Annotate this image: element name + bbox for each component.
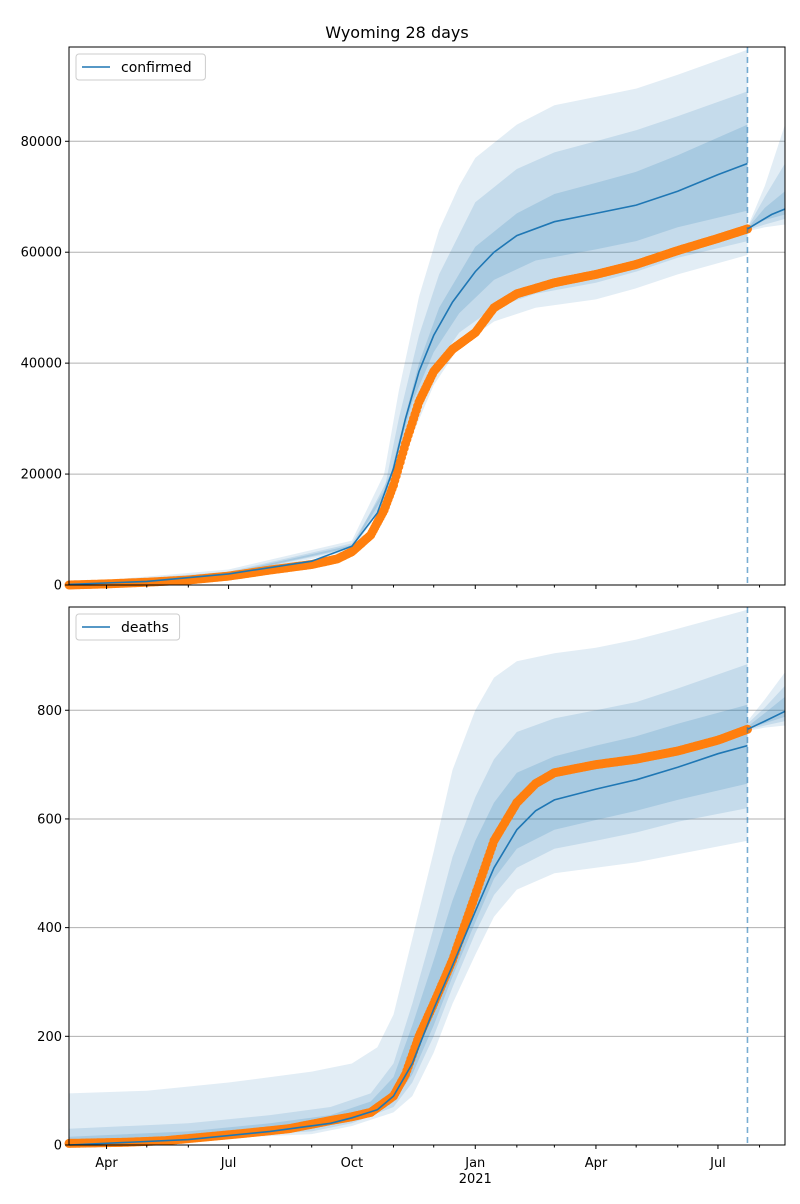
legend-box <box>75 53 206 81</box>
y-tick-label: 0 <box>54 1139 62 1154</box>
chart-title: Wyoming 28 days <box>325 23 468 42</box>
legend: deaths <box>75 613 181 641</box>
observed-series <box>64 224 752 590</box>
x-tick-label: Jul <box>709 1156 726 1171</box>
x-tick-label: Jan <box>464 1156 485 1171</box>
forecast-line <box>747 208 786 230</box>
forecast-band-3 <box>747 191 785 230</box>
y-tick-label: 0 <box>54 579 62 594</box>
axes-frame <box>68 606 786 1146</box>
y-tick-label: 200 <box>37 1030 62 1045</box>
y-tick-label: 40000 <box>21 357 62 372</box>
model-line <box>68 162 748 586</box>
y-tick-label: 80000 <box>21 135 62 150</box>
observed-series <box>64 724 752 1148</box>
confirmed-panel: 0 20000 40000 60000 80000 confirmed <box>21 46 786 594</box>
x-year-label: 2021 <box>459 1172 492 1187</box>
uncertainty-band-3 <box>69 704 748 1145</box>
x-tick-label: Jul <box>220 1156 237 1171</box>
y-tick-label: 600 <box>37 812 62 827</box>
uncertainty-band-1 <box>69 609 748 1145</box>
forecast-band-1 <box>747 124 785 232</box>
uncertainty-band-2 <box>69 91 748 586</box>
legend-box <box>75 613 181 641</box>
forecast-band-3 <box>747 696 785 729</box>
legend-label: deaths <box>121 620 169 636</box>
uncertainty-band-1 <box>69 49 748 586</box>
x-tick-label: Apr <box>95 1156 118 1171</box>
forecast-line <box>747 710 786 731</box>
model-line <box>68 744 748 1146</box>
y-tick-label: 20000 <box>21 468 62 483</box>
uncertainty-band-3 <box>69 124 748 585</box>
legend: confirmed <box>75 53 206 81</box>
x-tick-label: Oct <box>341 1156 363 1171</box>
x-tick-label: Apr <box>585 1156 608 1171</box>
legend-label: confirmed <box>121 60 192 76</box>
y-tick-label: 800 <box>37 704 62 719</box>
axes-frame <box>68 46 786 586</box>
uncertainty-band-2 <box>69 664 748 1145</box>
deaths-panel: 0 200 400 600 800 Apr Jul Oct Jan Apr Jul 2021 death… <box>37 606 786 1187</box>
y-tick-label: 400 <box>37 921 62 936</box>
y-tick-label: 60000 <box>21 246 62 261</box>
forecast-band-2 <box>747 685 785 730</box>
